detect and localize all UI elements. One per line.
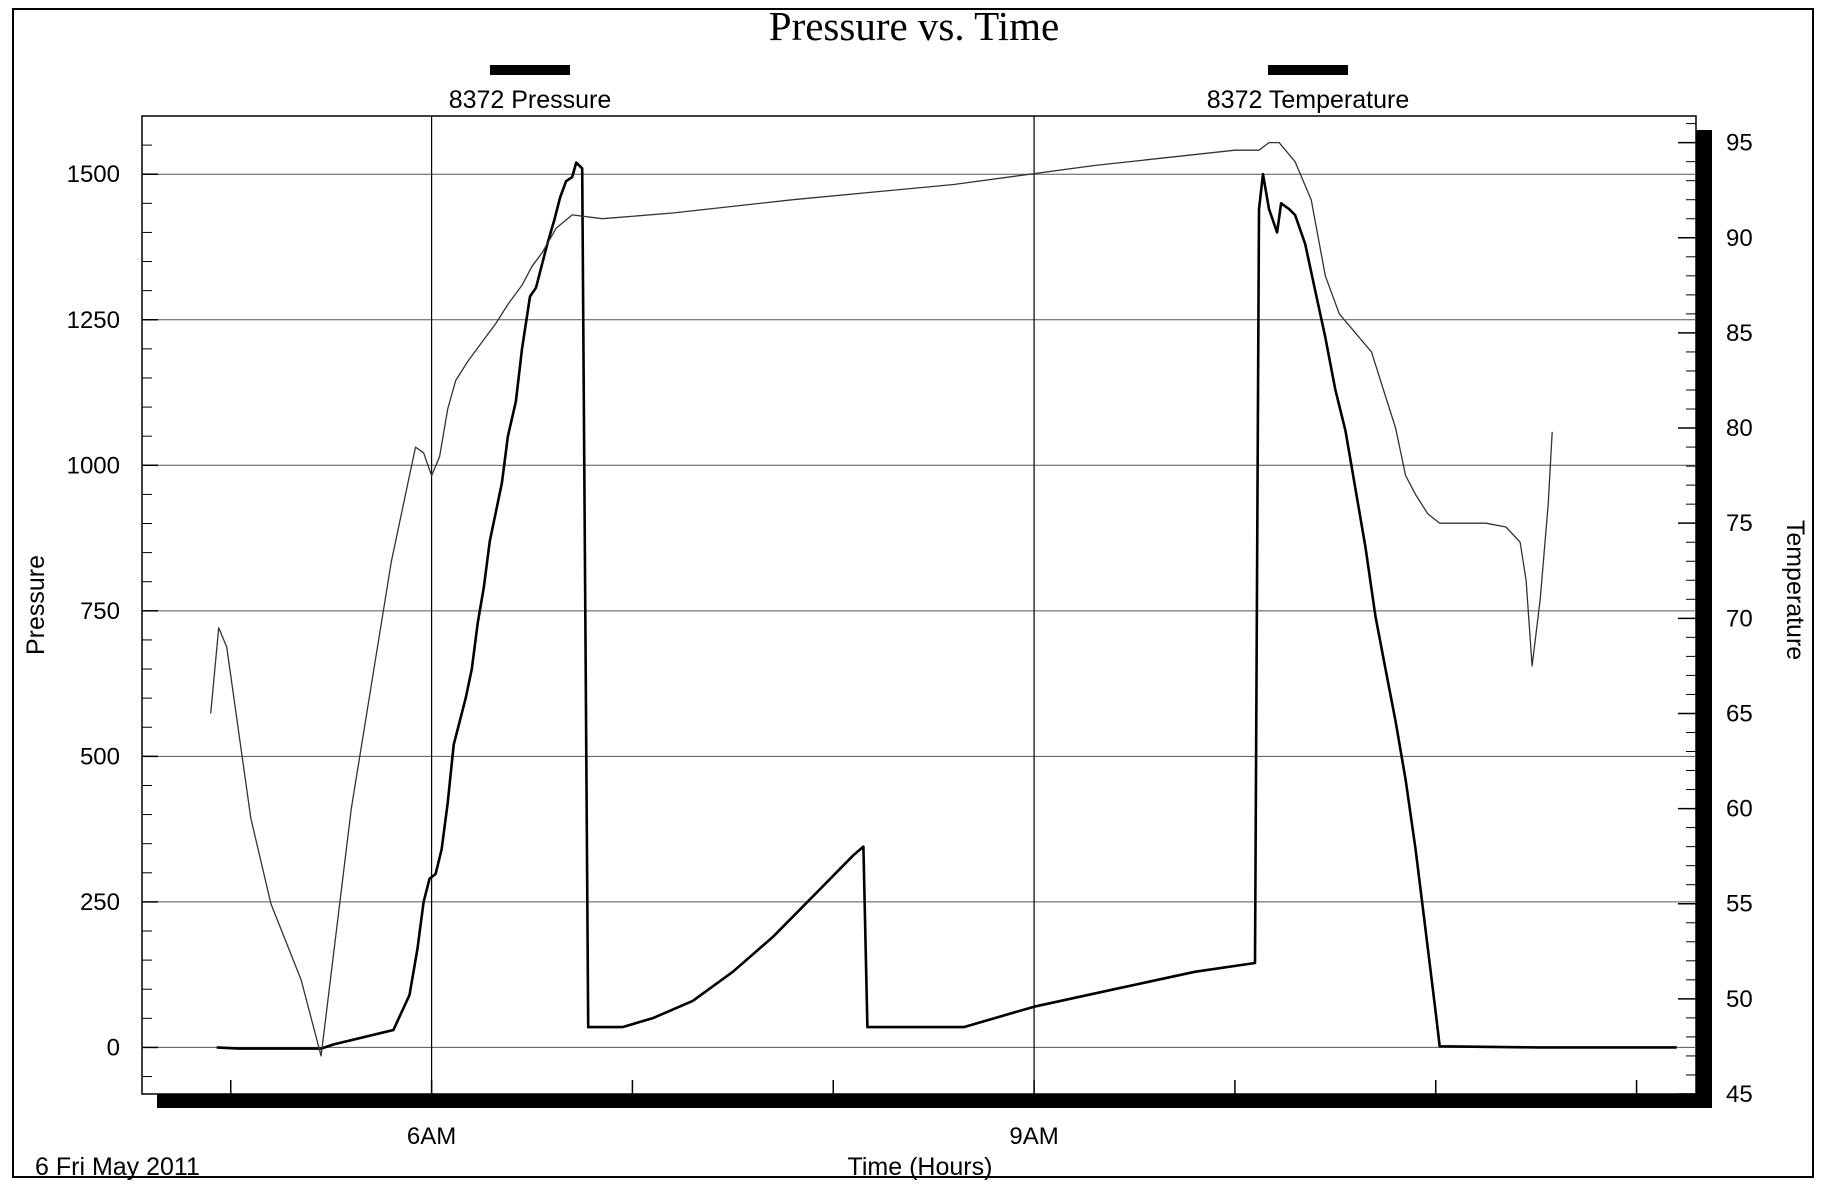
left-axis-label: Pressure [22,555,50,655]
right-tick-label: 80 [1726,415,1753,442]
series-line-temperature [210,141,1553,1057]
plot-shadow-bottom [157,1094,1712,1108]
right-axis-ticks: 45 50 55 60 65 70 75 80 85 90 95 [1678,123,1753,1108]
plot-area [141,115,1697,1095]
right-tick-label: 75 [1726,510,1753,537]
plot-shadow-right [1696,130,1712,1098]
x-axis-ticks: 6AM 9AM [230,1080,1638,1150]
right-tick-label: 65 [1726,700,1753,727]
x-axis-label: Time (Hours) [848,1153,993,1181]
left-tick-label: 250 [80,889,120,916]
series-layer [210,141,1677,1057]
left-tick-label: 1000 [67,452,120,479]
left-axis-ticks: 0 250 500 750 1000 1250 1500 [67,115,158,1078]
chart-frame [12,8,1814,1178]
legend-label-temperature: 8372 Temperature [1207,86,1409,114]
right-tick-label: 50 [1726,986,1753,1013]
legend-label-pressure: 8372 Pressure [449,86,612,114]
date-label: 6 Fri May 2011 [35,1153,200,1181]
right-tick-label: 85 [1726,320,1753,347]
left-tick-label: 1500 [67,161,120,188]
series-line-pressure [216,161,1677,1050]
chart-title: Pressure vs. Time [769,3,1059,49]
right-axis-label: Temperature [1781,520,1809,660]
gridlines [142,116,1696,1094]
left-tick-label: 1250 [67,307,120,334]
left-tick-label: 0 [107,1034,120,1061]
right-tick-label: 70 [1726,605,1753,632]
x-tick-label: 9AM [1009,1123,1058,1150]
left-tick-label: 750 [80,598,120,625]
x-tick-label: 6AM [407,1123,456,1150]
legend-swatch-temperature [1268,65,1348,75]
right-tick-label: 60 [1726,796,1753,823]
legend: 8372 Pressure 8372 Temperature [449,65,1409,114]
right-tick-label: 90 [1726,225,1753,252]
right-tick-label: 95 [1726,130,1753,157]
right-tick-label: 55 [1726,891,1753,918]
right-tick-label: 45 [1726,1081,1753,1108]
left-tick-label: 500 [80,743,120,770]
legend-swatch-pressure [490,65,570,75]
